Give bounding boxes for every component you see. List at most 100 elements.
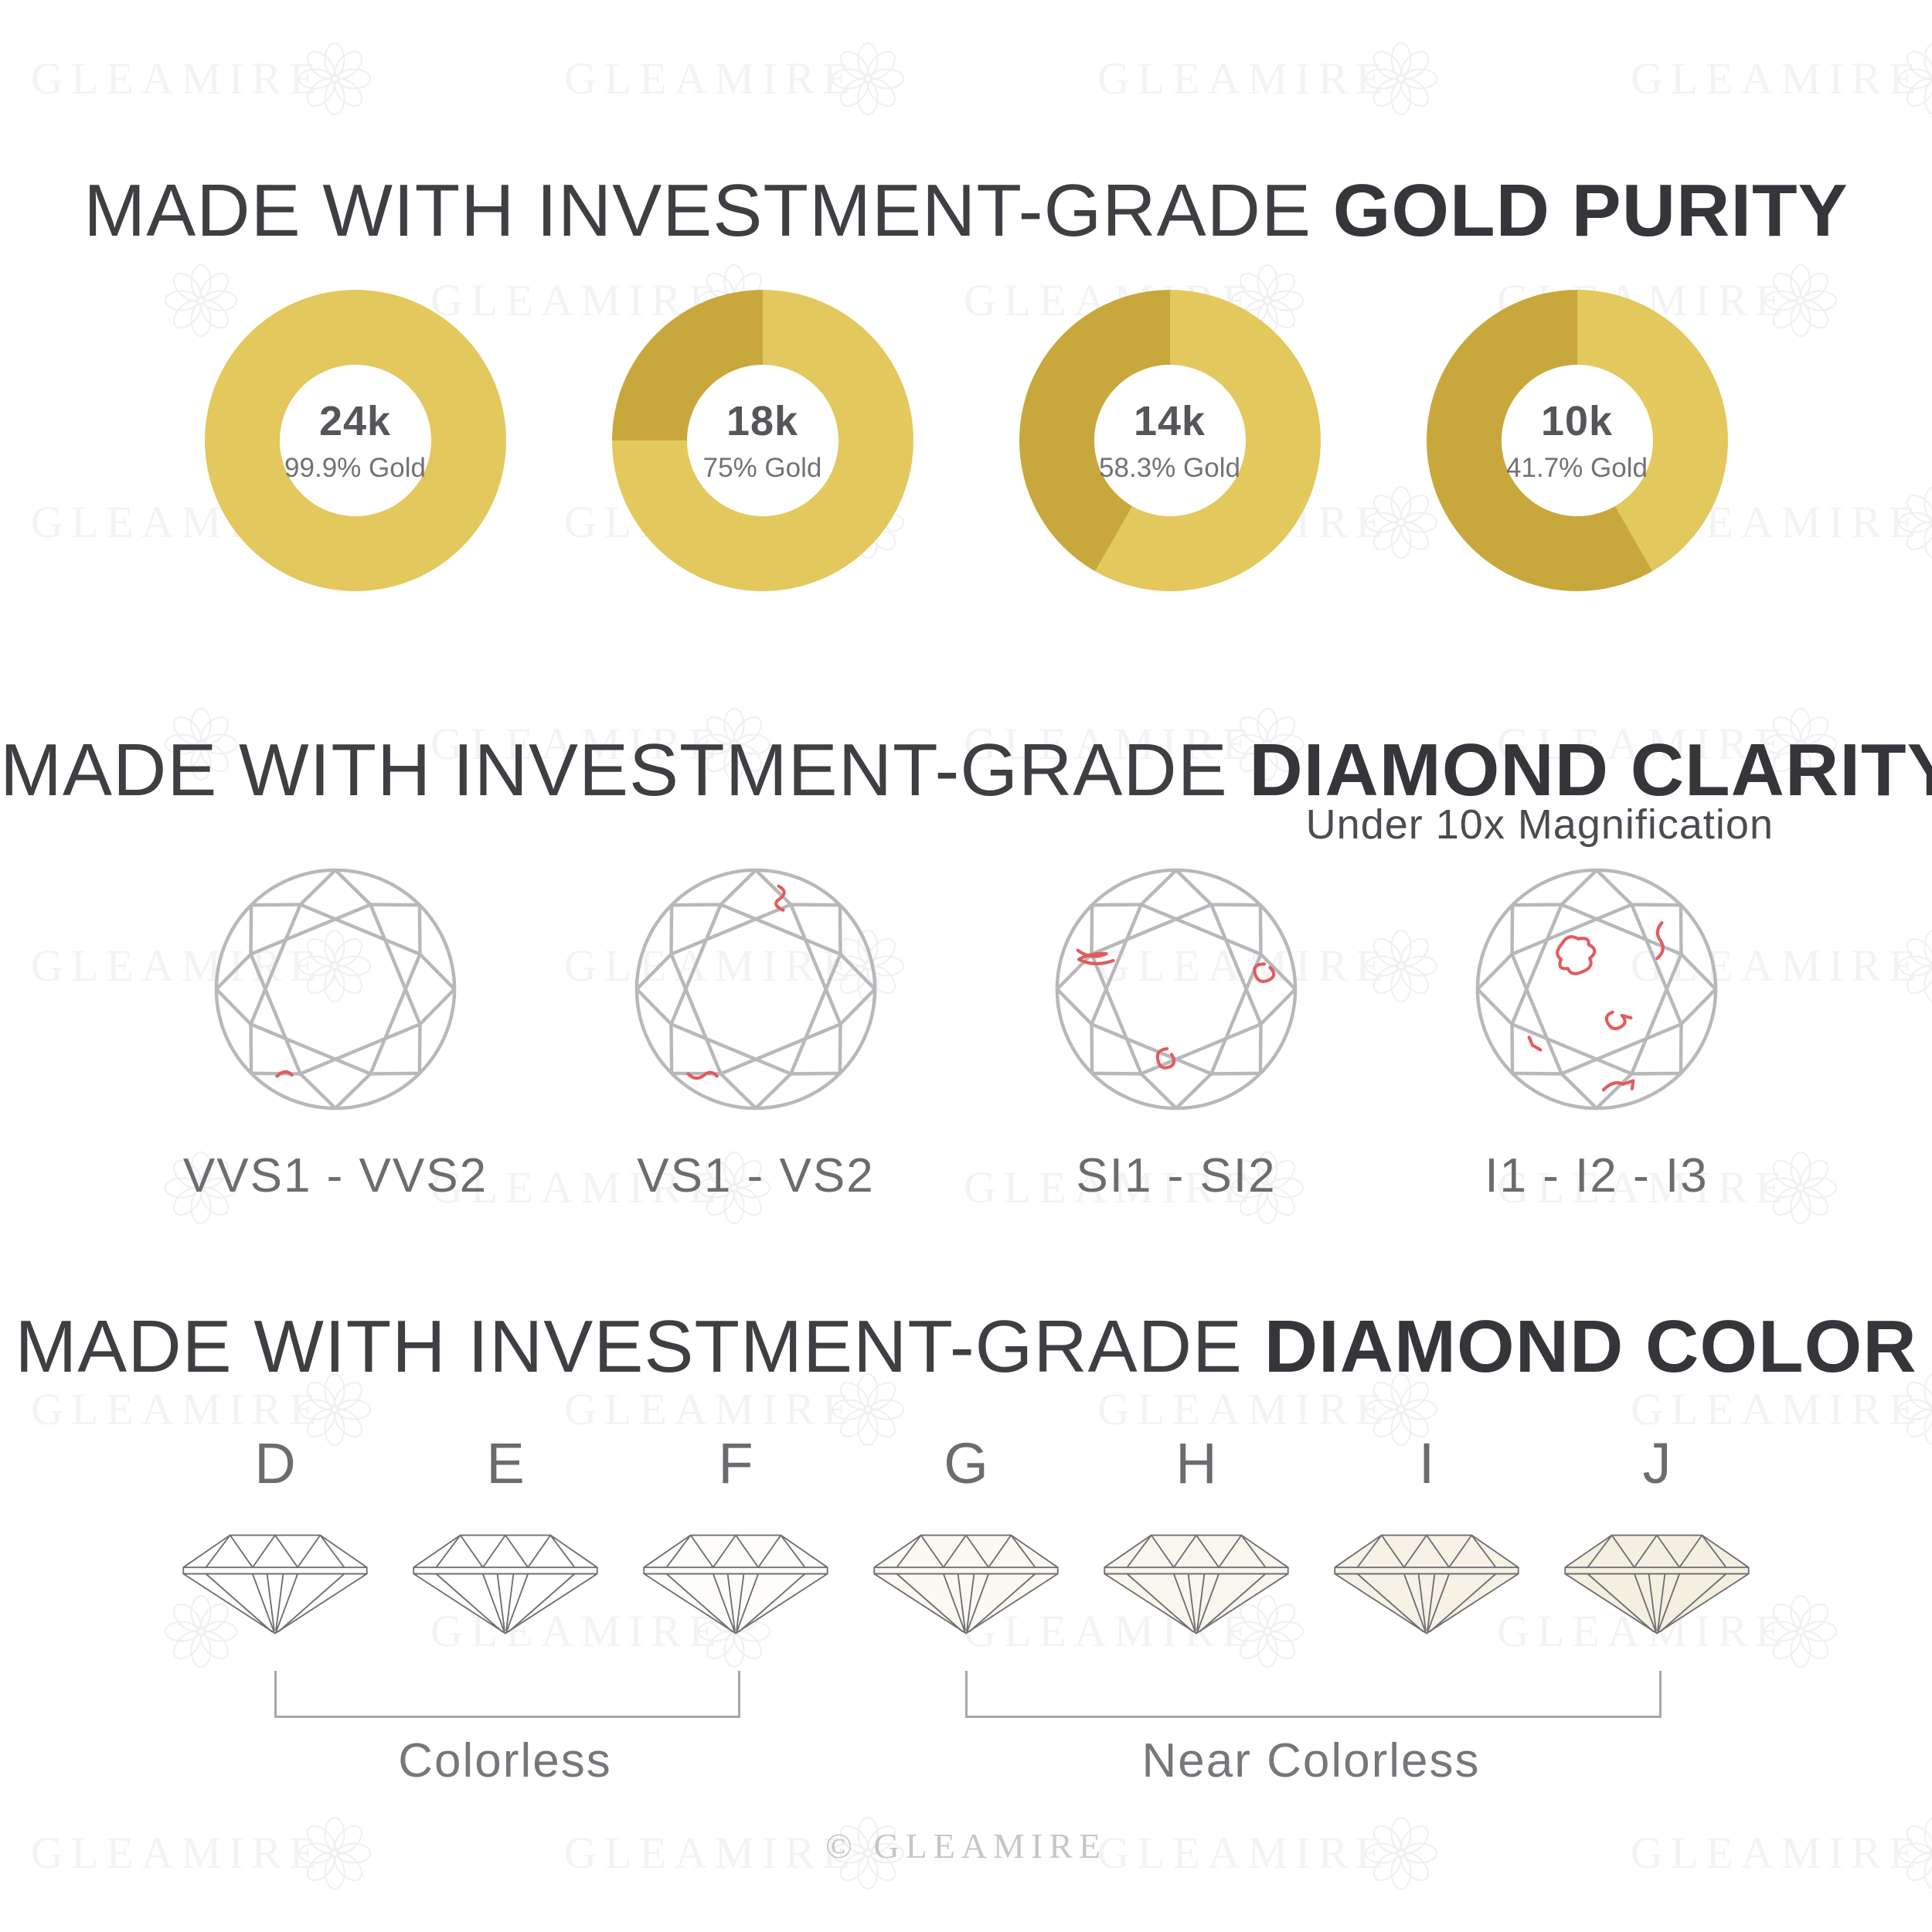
watermark-rosette-icon (1764, 1151, 1838, 1225)
watermark-rosette-icon (1364, 42, 1438, 116)
watermark-rosette-icon (164, 707, 238, 781)
color-grade-G: G (869, 1427, 1063, 1637)
clarity-diamond-topview-svg (214, 868, 457, 1111)
watermark-rosette-icon (298, 1816, 372, 1890)
watermark-text: GLEAMIRE (430, 719, 724, 769)
watermark-rosette-icon (1764, 707, 1838, 781)
watermark-rosette-icon (1230, 1594, 1304, 1668)
watermark-rosette-icon (1897, 930, 1932, 1002)
color-grade-F: F (639, 1427, 832, 1637)
color-grade-D: D (179, 1427, 372, 1637)
watermark-text: GLEAMIRE (1631, 53, 1924, 104)
clarity-diamond-topview-svg (1055, 868, 1298, 1111)
watermark-text: GLEAMIRE (564, 940, 858, 991)
near-colorless-label: Near Colorless (1141, 1734, 1481, 1787)
watermark-text: GLEAMIRE (1631, 1384, 1924, 1434)
watermark-rosette-icon (164, 1151, 238, 1225)
diamond-color-title: MADE WITH INVESTMENT-GRADE DIAMOND COLOR (0, 1304, 1932, 1389)
color-grade-letter: D (254, 1430, 296, 1495)
color-diamond-sideview-svg (1564, 1534, 1750, 1634)
clarity-diamond-topview-svg (1475, 868, 1718, 1111)
watermark-rosette-icon (298, 1372, 372, 1447)
diamond-clarity-title: MADE WITH INVESTMENT-GRADE DIAMOND CLARI… (0, 728, 1932, 813)
watermark-rosette-icon (1364, 929, 1438, 1003)
watermark-text: GLEAMIRE (31, 1828, 325, 1878)
gold-purity-title-regular: MADE WITH INVESTMENT-GRADE (83, 169, 1333, 252)
color-diamond-sideview-svg (873, 1534, 1059, 1634)
watermark-text: GLEAMIRE (1497, 719, 1791, 769)
watermark-rosette-icon (697, 707, 771, 781)
watermark-rosette-icon (1897, 486, 1932, 559)
color-grade-J: J (1560, 1427, 1753, 1637)
watermark-text: GLEAMIRE (1097, 940, 1391, 991)
color-grade-letter: E (486, 1430, 525, 1495)
diamond-color-title-bold: DIAMOND COLOR (1264, 1305, 1917, 1388)
watermark-rosette-icon (831, 1816, 905, 1890)
watermark-text: GLEAMIRE (964, 719, 1257, 769)
watermark-text: GLEAMIRE (31, 1384, 325, 1434)
clarity-grade-label: VVS1 - VVS2 (182, 1149, 488, 1202)
clarity-grade-row: VVS1 - VVS2 VS1 - VS2 SI1 - SI2 I1 - I2 … (0, 866, 1932, 1203)
watermark-text: GLEAMIRE (1497, 1162, 1791, 1213)
color-grade-H: H (1100, 1427, 1293, 1637)
watermark-rosette-icon (1764, 1594, 1838, 1668)
watermark-rosette-icon (1364, 1372, 1438, 1447)
watermark-rosette-icon (298, 42, 372, 116)
donut-center: 18k 75% Gold (686, 365, 838, 516)
gold-donut-18k: 18k 75% Gold (611, 290, 913, 591)
donut-karat-label: 18k (726, 398, 799, 444)
gold-donut-row: 24k 99.9% Gold 18k 75% Gold 14k 58.3% Gold 10k… (0, 290, 1932, 591)
watermark-text: GLEAMIRE (1097, 1828, 1391, 1878)
watermark-text: GLEAMIRE (1097, 1384, 1391, 1434)
clarity-grade-label: VS1 - VS2 (637, 1149, 875, 1202)
clarity-diamond-topview-svg (634, 868, 877, 1111)
diamond-color-title-regular: MADE WITH INVESTMENT-GRADE (15, 1305, 1264, 1388)
watermark-text: GLEAMIRE (430, 1162, 724, 1213)
watermark-rosette-icon (1230, 707, 1304, 781)
donut-karat-label: 14k (1133, 398, 1206, 444)
donut-purity-label: 99.9% Gold (284, 453, 426, 483)
color-grade-row: D E F G H (0, 1427, 1932, 1637)
gold-purity-title-bold: GOLD PURITY (1332, 169, 1849, 252)
donut-purity-label: 75% Gold (702, 453, 822, 483)
watermark-text: GLEAMIRE (564, 1828, 858, 1878)
donut-center: 10k 41.7% Gold (1501, 365, 1653, 516)
watermark-text: GLEAMIRE (564, 1384, 858, 1434)
watermark-text: GLEAMIRE (430, 275, 724, 325)
color-diamond-sideview-svg (1104, 1534, 1289, 1634)
gold-purity-title: MADE WITH INVESTMENT-GRADE GOLD PURITY (0, 168, 1932, 253)
watermark-rosette-icon (1764, 264, 1838, 338)
watermark-rosette-icon (164, 264, 238, 338)
clarity-grade-i1i2i3: I1 - I2 - I3 (1473, 866, 1720, 1203)
color-grade-letter: F (718, 1430, 753, 1495)
watermark-rosette-icon (831, 1372, 905, 1447)
watermark-rosette-icon (697, 1151, 771, 1225)
donut-purity-label: 58.3% Gold (1099, 453, 1240, 483)
diamond-clarity-title-regular: MADE WITH INVESTMENT-GRADE (0, 729, 1250, 811)
color-diamond-sideview-svg (643, 1534, 828, 1634)
watermark-text: GLEAMIRE (1631, 1828, 1924, 1878)
clarity-subtitle: Under 10x Magnification (1305, 801, 1774, 848)
donut-karat-label: 10k (1540, 398, 1614, 444)
clarity-grade-label: I1 - I2 - I3 (1485, 1149, 1709, 1202)
donut-karat-label: 24k (318, 398, 392, 444)
clarity-grade-vs1vs2: VS1 - VS2 (632, 866, 879, 1203)
watermark-rosette-icon (1897, 43, 1932, 115)
watermark-rosette-icon (1897, 1817, 1932, 1889)
gold-donut-14k: 14k 58.3% Gold (1019, 290, 1321, 591)
color-grade-letter: J (1642, 1430, 1672, 1495)
watermark-text: GLEAMIRE (564, 53, 858, 104)
color-diamond-sideview-svg (413, 1534, 598, 1634)
color-diamond-sideview-svg (182, 1534, 368, 1634)
watermark-rosette-icon (1897, 1373, 1932, 1446)
donut-purity-label: 41.7% Gold (1506, 453, 1648, 483)
colorless-label: Colorless (398, 1734, 612, 1787)
color-diamond-sideview-svg (1334, 1534, 1519, 1634)
watermark-rosette-icon (1364, 1816, 1438, 1890)
color-grade-letter: H (1175, 1430, 1217, 1495)
watermark-text: GLEAMIRE (1097, 53, 1391, 104)
color-grade-letter: I (1418, 1430, 1435, 1495)
watermark-rosette-icon (164, 1594, 238, 1668)
watermark-text: GLEAMIRE (964, 1162, 1257, 1213)
